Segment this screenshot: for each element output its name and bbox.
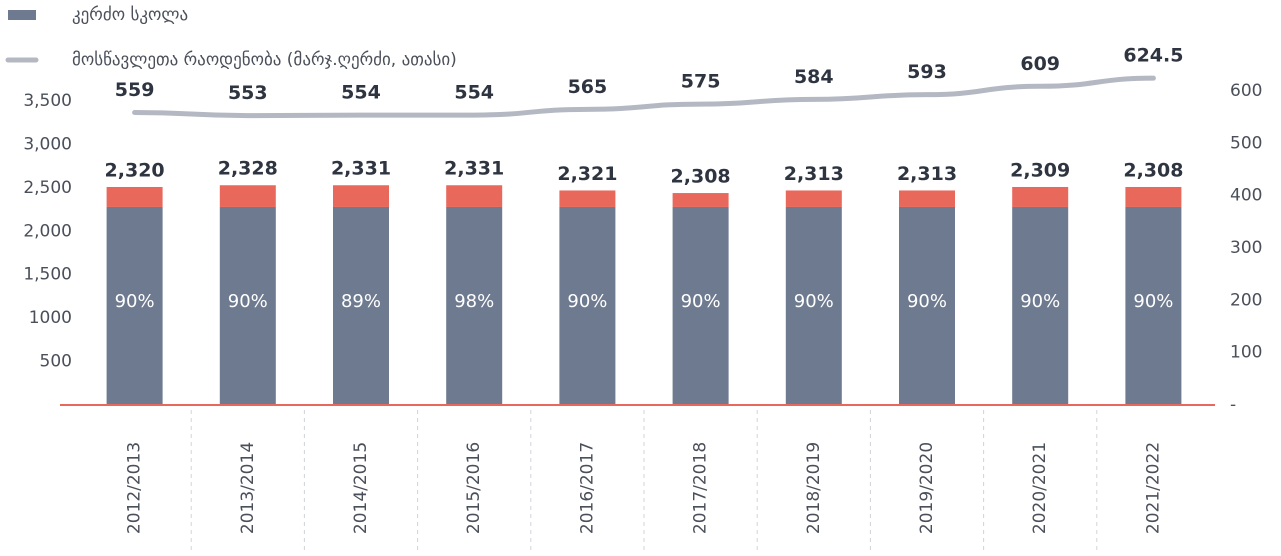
bar-segment (1125, 206, 1182, 405)
bar-segment (333, 206, 389, 405)
line-value-label: 554 (341, 82, 381, 104)
line-value-label: 565 (568, 76, 608, 98)
y-tick-label: 500 (40, 352, 72, 372)
line-value-label: 584 (794, 66, 834, 88)
bar-segment (333, 185, 389, 207)
legend-label: კერძო სკოლა (72, 5, 188, 25)
share-label: 90% (681, 291, 721, 312)
y2-tick-label: 300 (1230, 238, 1262, 258)
line-value-label: 559 (115, 79, 155, 101)
x-tick-label: 2017/2018 (691, 442, 711, 534)
line-value-label: 554 (454, 82, 494, 104)
bar-segment (785, 206, 842, 405)
y-tick-label: 1,500 (23, 265, 72, 285)
y2-tick-label: - (1230, 395, 1236, 415)
x-tick-label: 2020/2021 (1030, 442, 1050, 534)
y2-tick-label: 600 (1230, 81, 1262, 101)
bar-segment (559, 206, 616, 405)
x-tick-label: 2019/2020 (917, 442, 937, 534)
bar-segment (1012, 206, 1069, 405)
y-tick-label: 3,000 (23, 134, 72, 154)
x-tick-label: 2014/2015 (351, 442, 371, 534)
bar-segment (899, 190, 955, 207)
bar-segment (672, 206, 729, 405)
total-label: 2,328 (218, 158, 278, 180)
total-label: 2,331 (331, 158, 391, 180)
share-label: 90% (794, 291, 834, 312)
line-value-label: 575 (681, 71, 721, 93)
bar-segment (106, 186, 163, 207)
line-value-label: 593 (907, 61, 947, 83)
y2-tick-label: 500 (1230, 133, 1262, 153)
y-tick-label: 3,500 (23, 91, 72, 111)
bar-segment (559, 190, 616, 207)
y2-tick-label: 200 (1230, 290, 1262, 310)
bar-segment (1012, 186, 1069, 207)
total-label: 2,321 (557, 163, 617, 185)
bar-segment (899, 206, 955, 405)
bar-segment (1125, 186, 1182, 207)
bar-segment (106, 206, 163, 405)
line (132, 75, 1156, 119)
bar-segment (219, 185, 276, 207)
x-tick-label: 2013/2014 (238, 442, 258, 534)
y2-tick-label: 100 (1230, 343, 1262, 363)
x-tick-label: 2018/2019 (804, 442, 824, 534)
bar-segment (219, 206, 276, 405)
x-tick-label: 2015/2016 (464, 442, 484, 534)
share-label: 89% (341, 291, 381, 312)
y2-tick-label: 400 (1230, 186, 1262, 206)
x-tick-label: 2016/2017 (577, 442, 597, 534)
share-label: 90% (1020, 291, 1060, 312)
x-tick-label: 2012/2013 (125, 442, 145, 534)
total-label: 2,313 (897, 163, 957, 185)
bar-segment (446, 185, 503, 207)
y-tick-label: 2,500 (23, 178, 72, 198)
share-label: 90% (228, 291, 268, 312)
bar-segment (672, 193, 729, 207)
share-label: 90% (115, 291, 155, 312)
line-value-label: 624.5 (1123, 45, 1183, 67)
total-label: 2,331 (444, 158, 504, 180)
total-label: 2,308 (1123, 159, 1183, 181)
bar-segment (785, 190, 842, 207)
share-label: 90% (1133, 291, 1173, 312)
bar-segment (446, 206, 503, 405)
legend-swatch (8, 10, 36, 20)
share-label: 98% (454, 291, 494, 312)
total-label: 2,313 (784, 163, 844, 185)
line-value-label: 553 (228, 82, 268, 104)
y-tick-label: 2,000 (23, 221, 72, 241)
share-label: 90% (907, 291, 947, 312)
total-label: 2,309 (1010, 159, 1070, 181)
x-tick-label: 2021/2022 (1143, 442, 1163, 534)
y-tick-label: 1000 (29, 308, 72, 328)
legend-label: მოსწავლეთა რაოდენობა (მარჯ.ღერძი, ათასი) (72, 50, 457, 70)
share-label: 90% (567, 291, 607, 312)
total-label: 2,308 (671, 166, 731, 188)
total-label: 2,320 (105, 159, 165, 181)
line-value-label: 609 (1020, 53, 1060, 75)
